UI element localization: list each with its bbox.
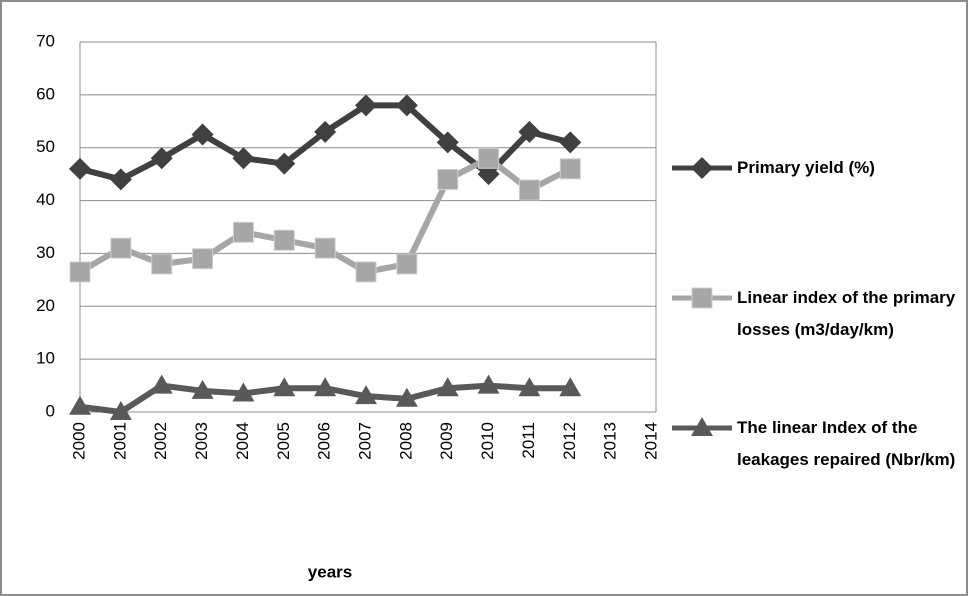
legend-symbol — [691, 417, 713, 436]
point — [232, 382, 255, 402]
x-tick-label: 2003 — [192, 422, 211, 460]
legend-symbol — [691, 287, 713, 309]
point — [436, 131, 459, 154]
y-tick-label: 50 — [36, 137, 55, 156]
x-tick-label: 2008 — [396, 422, 415, 460]
point — [395, 387, 418, 407]
point — [518, 179, 540, 201]
x-tick-label: 2009 — [437, 422, 456, 460]
y-tick-label: 40 — [36, 190, 55, 209]
point — [478, 147, 500, 169]
point — [355, 385, 377, 405]
y-tick-label: 30 — [36, 243, 55, 262]
point — [232, 147, 255, 170]
x-tick-label: 2006 — [315, 422, 334, 460]
x-tick-label: 2013 — [601, 422, 620, 460]
x-tick-label: 2010 — [478, 422, 497, 460]
x-tick-label: 2012 — [560, 422, 579, 460]
point — [273, 377, 296, 397]
y-tick-label: 20 — [36, 296, 55, 315]
y-tick-label: 10 — [36, 349, 55, 368]
legend-label: The linear Index of the leakages repaire… — [737, 418, 956, 469]
point — [109, 168, 132, 191]
point — [273, 152, 296, 175]
y-tick-label: 70 — [36, 31, 55, 50]
point — [559, 377, 582, 397]
point — [314, 120, 337, 143]
point — [232, 221, 254, 243]
point — [150, 374, 173, 394]
x-tick-label: 2014 — [641, 422, 660, 460]
point — [69, 157, 91, 180]
point — [436, 377, 459, 397]
x-tick-label: 2000 — [69, 422, 88, 460]
point — [518, 120, 541, 143]
point — [273, 229, 295, 251]
point — [559, 131, 582, 154]
point — [69, 261, 91, 283]
point — [191, 123, 214, 146]
point — [477, 374, 500, 394]
point — [395, 94, 418, 117]
point — [437, 168, 459, 190]
point — [314, 377, 337, 397]
point — [151, 253, 173, 275]
point — [192, 248, 214, 270]
point — [69, 395, 91, 415]
point — [559, 158, 581, 180]
point — [110, 237, 132, 259]
point — [150, 147, 173, 170]
x-tick-label: 2001 — [110, 422, 129, 460]
x-tick-label: 2005 — [274, 422, 293, 460]
point — [518, 377, 541, 397]
point — [314, 237, 336, 259]
point — [191, 379, 214, 399]
x-tick-label: 2011 — [519, 422, 538, 459]
y-tick-label: 0 — [46, 401, 55, 420]
x-tick-label: 2007 — [355, 422, 374, 460]
point — [355, 261, 377, 283]
legend-label: Primary yield (%) — [737, 158, 875, 177]
x-tick-label: 2004 — [233, 422, 252, 460]
point — [396, 253, 418, 275]
legend-symbol — [691, 157, 713, 179]
x-tick-label: 2002 — [151, 422, 170, 460]
point — [109, 401, 132, 420]
y-tick-label: 60 — [36, 84, 55, 103]
point — [355, 94, 377, 117]
legend-label: Linear index of the primary losses (m3/d… — [737, 288, 956, 339]
x-axis-title: years — [308, 562, 352, 581]
